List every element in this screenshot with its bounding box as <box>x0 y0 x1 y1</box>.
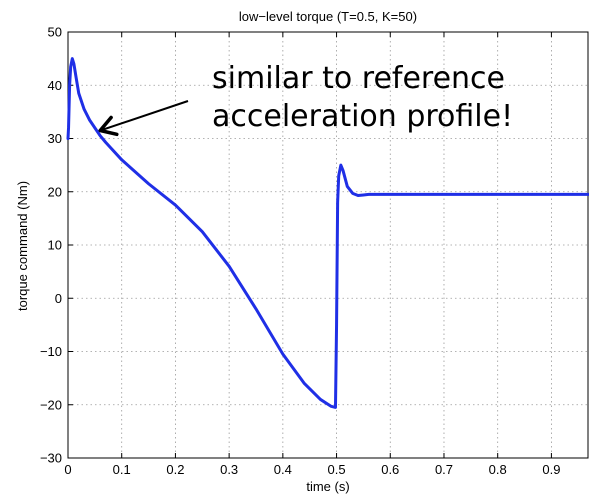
y-tick-label: −30 <box>40 451 62 466</box>
y-tick-labels: −30 −20 −10 0 10 20 30 40 50 <box>40 25 62 466</box>
y-tick-label: 10 <box>48 238 62 253</box>
x-tick-label: 0.3 <box>220 462 238 477</box>
x-tick-label: 0.5 <box>328 462 346 477</box>
x-tick-label: 0.2 <box>166 462 184 477</box>
y-tick-label: 30 <box>48 131 62 146</box>
x-tick-label: 0.1 <box>113 462 131 477</box>
x-tick-label: 0.9 <box>542 462 560 477</box>
x-tick-label: 0.6 <box>381 462 399 477</box>
y-tick-label: −10 <box>40 344 62 359</box>
x-tick-label: 0.8 <box>489 462 507 477</box>
y-axis-label: torque command (Nm) <box>15 181 30 311</box>
axis-ticks <box>67 31 552 459</box>
x-tick-labels: 0 0.1 0.2 0.3 0.4 0.5 0.6 0.7 0.8 0.9 <box>64 462 560 477</box>
chart-title: low−level torque (T=0.5, K=50) <box>239 9 417 24</box>
annotation-line-1: similar to reference <box>212 61 505 96</box>
x-tick-label: 0.7 <box>435 462 453 477</box>
y-tick-label: 40 <box>48 78 62 93</box>
y-tick-label: −20 <box>40 397 62 412</box>
x-tick-label: 0.4 <box>274 462 292 477</box>
x-tick-label: 0 <box>64 462 71 477</box>
y-tick-label: 50 <box>48 25 62 40</box>
y-tick-label: 20 <box>48 184 62 199</box>
annotation-line-2: acceleration profile! <box>212 99 513 134</box>
grid-lines <box>68 32 589 458</box>
x-axis-label: time (s) <box>306 479 349 494</box>
y-tick-label: 0 <box>55 291 62 306</box>
series-line-torque <box>66 57 589 409</box>
annotation-arrow <box>98 100 189 137</box>
